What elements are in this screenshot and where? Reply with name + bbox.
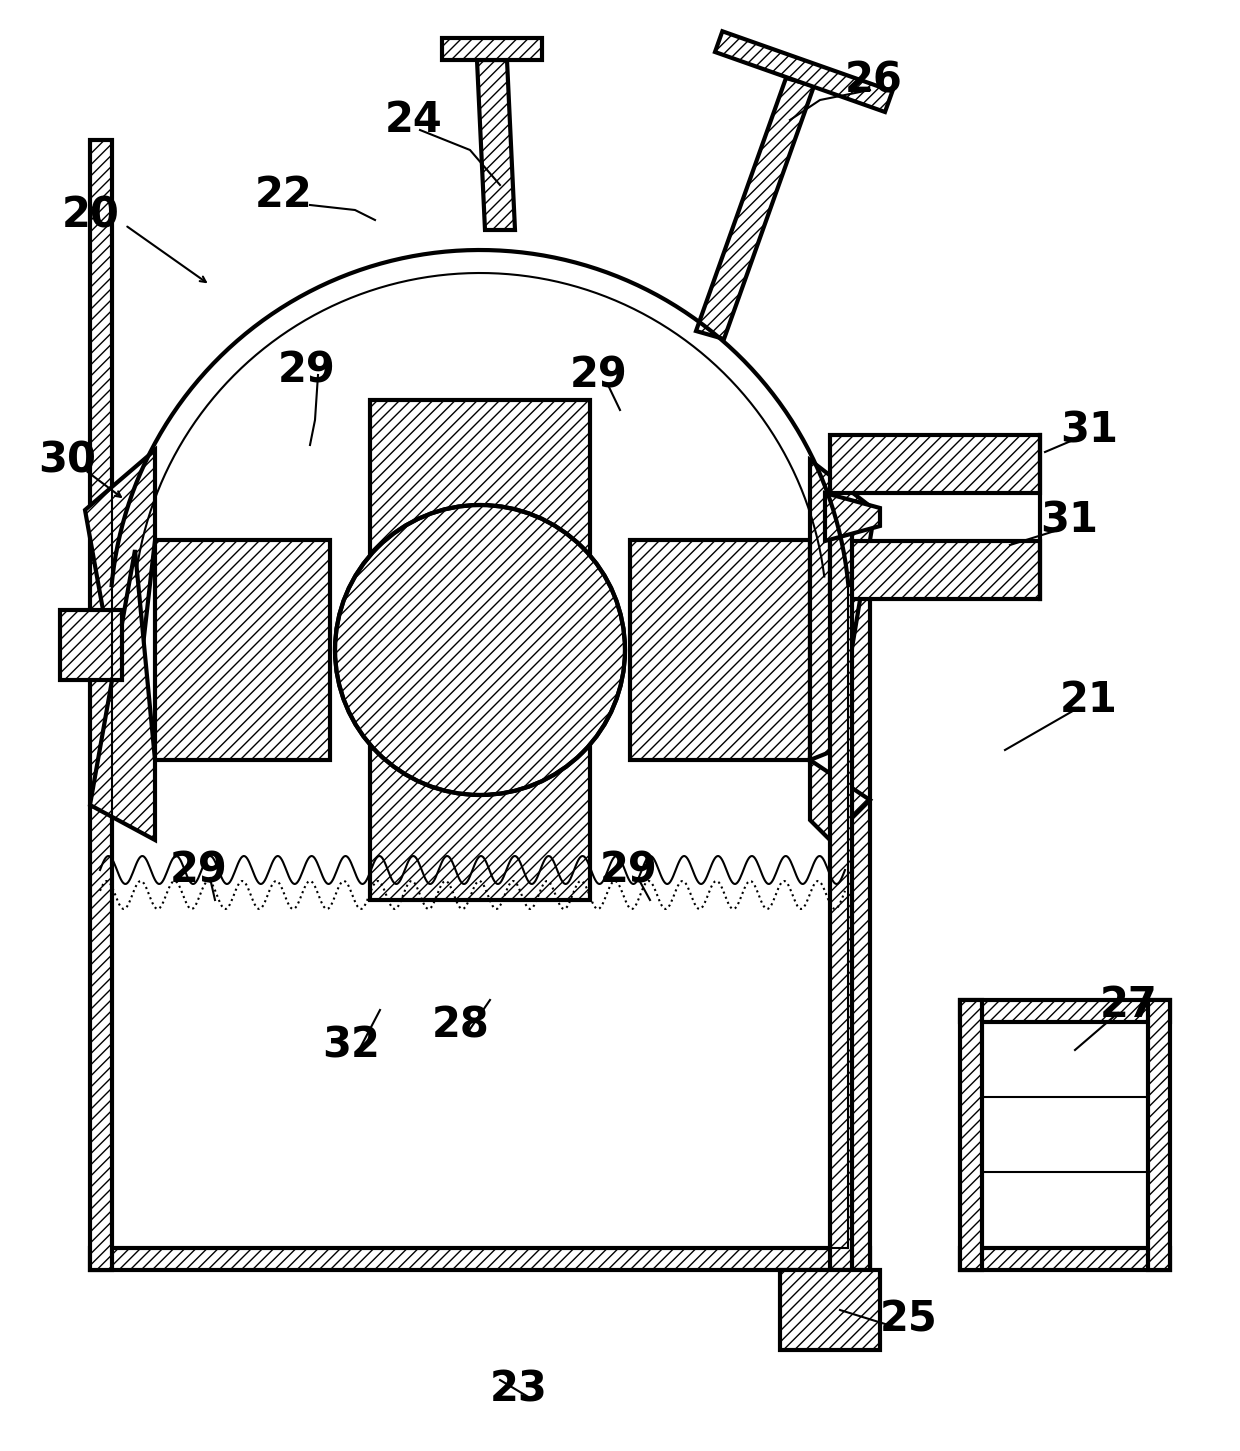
Text: 30: 30 — [38, 440, 95, 480]
Polygon shape — [830, 541, 1040, 599]
Text: 23: 23 — [490, 1368, 548, 1410]
Text: 28: 28 — [432, 1004, 490, 1046]
Text: 29: 29 — [570, 354, 627, 396]
Polygon shape — [825, 493, 880, 541]
Text: 25: 25 — [880, 1299, 937, 1341]
Text: 32: 32 — [322, 1024, 379, 1066]
Text: 22: 22 — [255, 174, 312, 216]
Polygon shape — [155, 540, 330, 760]
Text: 21: 21 — [1060, 679, 1118, 721]
Text: 26: 26 — [844, 59, 903, 102]
Polygon shape — [830, 517, 852, 1270]
Polygon shape — [696, 78, 813, 340]
Polygon shape — [960, 1248, 1171, 1270]
Text: 29: 29 — [170, 849, 228, 891]
Text: 31: 31 — [1040, 499, 1097, 541]
Polygon shape — [370, 730, 590, 900]
Circle shape — [335, 505, 625, 795]
Polygon shape — [960, 1000, 1171, 1022]
Text: 27: 27 — [1100, 984, 1158, 1026]
Text: 31: 31 — [1060, 409, 1118, 451]
Polygon shape — [960, 1000, 982, 1270]
Polygon shape — [441, 38, 542, 59]
Polygon shape — [830, 435, 1040, 493]
Polygon shape — [715, 32, 893, 112]
Polygon shape — [810, 760, 870, 840]
Polygon shape — [370, 400, 590, 570]
Polygon shape — [780, 1270, 880, 1349]
Polygon shape — [91, 1248, 870, 1270]
Polygon shape — [848, 580, 870, 1270]
Text: 20: 20 — [62, 194, 120, 237]
Text: 29: 29 — [600, 849, 657, 891]
Text: 29: 29 — [278, 350, 336, 390]
Polygon shape — [91, 550, 155, 840]
Polygon shape — [630, 540, 810, 760]
Polygon shape — [86, 450, 155, 760]
Polygon shape — [810, 460, 875, 760]
Text: 24: 24 — [384, 99, 443, 141]
Polygon shape — [91, 139, 112, 1270]
Polygon shape — [477, 59, 515, 231]
Polygon shape — [1148, 1000, 1171, 1270]
Polygon shape — [60, 609, 122, 681]
